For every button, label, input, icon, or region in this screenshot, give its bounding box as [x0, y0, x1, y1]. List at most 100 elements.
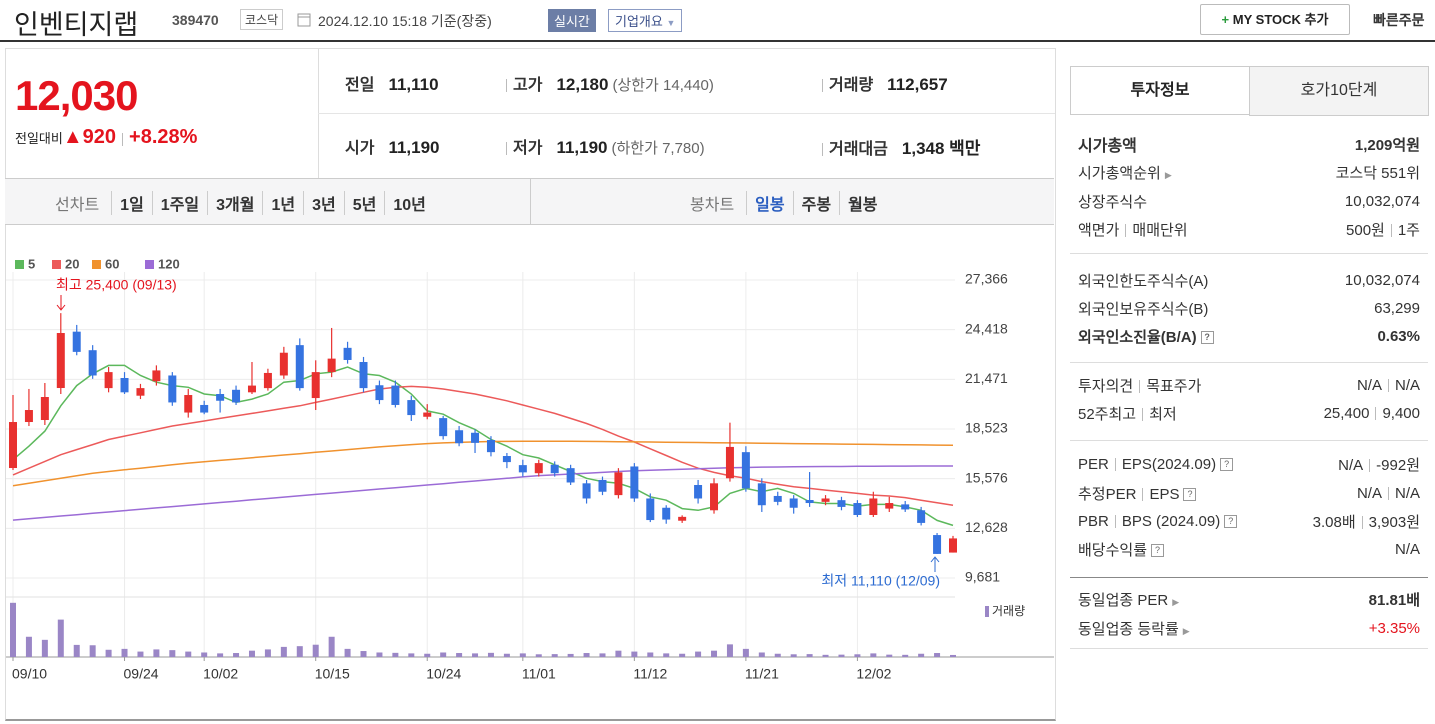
- mystock-button[interactable]: + MY STOCK 추가: [1200, 4, 1350, 35]
- candle-body: [885, 503, 894, 509]
- summary-note: (상한가 14,440): [612, 77, 714, 94]
- datetime-text: 2024.12.10 15:18: [318, 13, 427, 29]
- calendar-icon: [297, 13, 311, 27]
- y-tick-label: 18,523: [965, 420, 1008, 436]
- candle-body: [550, 464, 559, 474]
- annotation-arrow: [56, 304, 66, 311]
- candle-body: [216, 394, 225, 401]
- tab[interactable]: 월봉: [839, 191, 885, 215]
- y-tick-label: 24,418: [965, 320, 1008, 336]
- volume-bar: [344, 648, 351, 657]
- stock-name: 인벤티지랩: [14, 10, 139, 40]
- info-row: 시가총액순위 ▶ 코스닥 551위: [1070, 158, 1420, 186]
- volume-bar: [89, 645, 96, 657]
- x-tick-label: 10/24: [426, 666, 461, 682]
- volume-bar: [567, 653, 574, 657]
- info-row: 시가총액 1,209억원: [1070, 130, 1420, 158]
- tab[interactable]: 1주일: [151, 191, 207, 215]
- divider: [318, 113, 1055, 114]
- tab[interactable]: 일봉: [746, 191, 792, 215]
- ma-line: [12, 385, 954, 506]
- market-badge: 코스닥: [240, 9, 284, 30]
- info-label: PBR: [1078, 512, 1109, 530]
- info-value: +3.35%: [1368, 619, 1420, 637]
- info-value: N/A: [1338, 456, 1364, 474]
- candle-body: [104, 372, 113, 389]
- info-value: 3,903원: [1368, 513, 1420, 531]
- change: 920: [82, 126, 117, 148]
- period-bar: [5, 178, 1054, 225]
- tab[interactable]: 10년: [384, 191, 434, 215]
- volume-bar: [424, 653, 431, 657]
- volume-bar: [25, 636, 32, 657]
- volume-bar: [280, 646, 287, 657]
- tab[interactable]: 3개월: [207, 191, 262, 215]
- volume-bar: [838, 654, 845, 657]
- quick-order[interactable]: 빠른주문: [1373, 12, 1425, 28]
- candle-body: [72, 331, 81, 352]
- volume-bar: [360, 651, 367, 657]
- volume-bar: [806, 654, 813, 657]
- volume-bar: [57, 619, 64, 657]
- panel-tab[interactable]: 투자정보: [1070, 66, 1250, 115]
- volume-bar: [647, 652, 654, 657]
- volume-bar: [726, 644, 733, 657]
- info-label: 투자의견: [1078, 377, 1134, 395]
- x-tick-label: 09/24: [124, 666, 159, 682]
- candle-body: [152, 370, 161, 382]
- volume-bar: [695, 651, 702, 657]
- summary-item: 고가 12,180 (상한가 14,440): [500, 71, 714, 95]
- volume-bar: [615, 650, 622, 657]
- info-label: 외국인보유주식수(B): [1078, 300, 1209, 318]
- x-tick-label: 11/12: [633, 666, 667, 682]
- candle-body: [9, 422, 17, 469]
- x-tick-label: 10/02: [203, 666, 238, 682]
- candle-body: [725, 446, 734, 479]
- tab[interactable]: 3년: [303, 191, 344, 215]
- candle-body: [88, 350, 97, 376]
- panel-tab[interactable]: 호가10단계: [1249, 66, 1429, 116]
- ma-line: [12, 440, 954, 487]
- summary-note: (하한가 7,780): [611, 140, 705, 157]
- y-tick-label: 21,471: [965, 370, 1008, 386]
- info-value: N/A: [1394, 376, 1420, 394]
- info-value: 25,400: [1323, 404, 1370, 422]
- realtime-button[interactable]: 실시간: [548, 9, 596, 32]
- volume-bar: [790, 654, 797, 657]
- info-label: 최저: [1149, 405, 1177, 423]
- tab[interactable]: 5년: [343, 191, 385, 215]
- summary-label: 전일: [345, 77, 375, 94]
- info-value: 10,032,074: [1344, 192, 1420, 210]
- info-value: 0.63%: [1377, 327, 1420, 345]
- info-row: 외국인소진율(B/A)? 0.63%: [1078, 327, 1420, 346]
- legend-label: 5: [28, 256, 35, 271]
- price-chart: 9,681 12,628 15,576 18,523 21,471 24,418 27,36…: [6, 256, 1054, 682]
- volume-bar: [137, 651, 144, 657]
- tab[interactable]: 1년: [262, 191, 303, 215]
- info-row: 동일업종 PER ▶ 81.81배: [1070, 585, 1420, 613]
- volume-bar: [105, 649, 112, 657]
- volume-bar: [440, 652, 447, 657]
- candle-label: 봉차트: [690, 197, 735, 214]
- company-button[interactable]: 기업개요 ▼: [608, 9, 683, 32]
- volume-bar: [233, 653, 240, 657]
- info-label: 시가총액: [1078, 138, 1137, 155]
- info-label: 외국인소진율(B/A): [1078, 328, 1197, 346]
- candle-body: [678, 516, 687, 521]
- info-label: 매매단위: [1132, 221, 1188, 239]
- summary-label: 저가: [513, 140, 543, 157]
- tab[interactable]: 주봉: [792, 191, 839, 215]
- volume-bar: [456, 653, 463, 657]
- tab[interactable]: 1일: [111, 191, 152, 215]
- candle-body: [534, 463, 543, 474]
- info-label: 동일업종 등락률: [1078, 620, 1179, 638]
- info-row: PBR BPS (2024.09)? 3.08배 3,903원: [1078, 512, 1420, 531]
- candle-body: [120, 378, 129, 393]
- legend-swatch: [145, 260, 154, 269]
- candle-body: [757, 483, 766, 506]
- volume-bar: [201, 652, 208, 657]
- volume-bar: [711, 650, 718, 657]
- candle-body: [582, 483, 591, 499]
- summary-label: 거래대금: [829, 141, 888, 158]
- volume-bar: [822, 654, 829, 657]
